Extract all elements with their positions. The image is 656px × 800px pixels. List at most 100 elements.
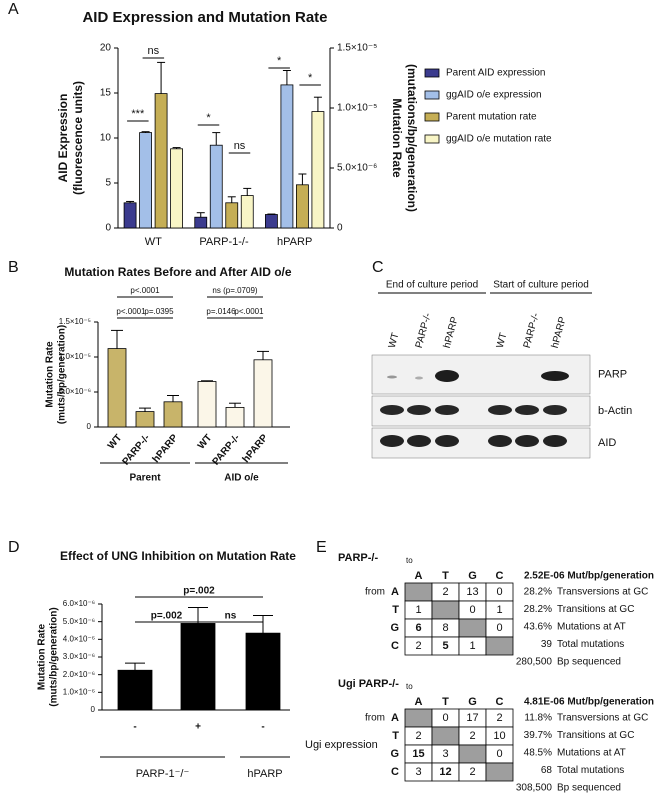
stat-label: Bp sequenced [557, 657, 621, 668]
x-tick-label: PARP-/- [210, 433, 242, 468]
significance-label: p<.0001 [130, 286, 160, 295]
legend-label: ggAID o/e mutation rate [446, 134, 552, 145]
blot-band [435, 435, 459, 447]
row-header: G [390, 622, 399, 634]
blot-band [415, 376, 423, 380]
table-cell [485, 636, 514, 656]
blot-band [407, 405, 431, 415]
table-to: to [406, 682, 413, 691]
stat-value: 43.6% [524, 622, 552, 633]
table-cell [431, 726, 460, 746]
x-tick-label: hPARP [241, 432, 271, 465]
bar [170, 148, 183, 229]
bar [311, 111, 325, 229]
bar [225, 406, 245, 428]
cell-value: 1 [469, 640, 475, 652]
x-axis-label: Ugi expression [305, 739, 378, 751]
column-header: A [415, 696, 423, 708]
chart-title: AID Expression and Mutation Rate [82, 9, 327, 26]
cell-value: 2 [442, 586, 448, 598]
stat-label: Transitions at GC [557, 604, 634, 615]
lane-label: PARP-/- [414, 312, 434, 350]
y-axis-label: (fluorescence units) [71, 81, 85, 195]
stat-value: 11.8% [524, 713, 552, 724]
cell-value: 5 [442, 640, 448, 652]
blot-row-label: b-Actin [598, 405, 632, 417]
table-cell [485, 762, 514, 782]
stat-label: Transitions at GC [557, 730, 634, 741]
cell-value: 2 [469, 766, 475, 778]
bar [107, 348, 127, 428]
y2-axis-label: (mutations/bp/generation) [405, 64, 419, 212]
group-label: PARP-1⁻/⁻ [136, 768, 190, 780]
group-label: hPARP [247, 768, 282, 780]
y-tick-label: 0 [105, 223, 111, 234]
lane-label: hPARP [442, 315, 461, 349]
blot-band [435, 405, 459, 415]
legend-swatch [424, 68, 440, 78]
blot-band [543, 435, 567, 447]
bar [163, 401, 183, 428]
stat-value: 39.7% [524, 730, 552, 741]
stat-label: Mutations at AT [557, 748, 626, 759]
column-header: A [415, 570, 423, 582]
table-cell [458, 618, 487, 638]
significance-label: *** [131, 108, 145, 120]
bar [296, 184, 309, 229]
bar [154, 93, 168, 229]
blot-header: Start of culture period [493, 280, 589, 291]
stat-value: 28.2% [524, 587, 552, 598]
table-from: from [365, 587, 385, 598]
panel-label: B [8, 259, 19, 276]
legend-label: Parent mutation rate [446, 112, 537, 123]
row-header: T [392, 604, 399, 616]
bar [245, 632, 281, 711]
bar [240, 195, 254, 229]
y-tick-label: 0 [91, 705, 96, 714]
table-cell [458, 744, 487, 764]
cell-value: 13 [466, 586, 478, 598]
legend-label: ggAID o/e expression [446, 90, 542, 101]
column-header: C [496, 570, 504, 582]
bar [265, 214, 278, 229]
x-tick-label: WT [196, 433, 214, 452]
chart-title: Effect of UNG Inhibition on Mutation Rat… [60, 549, 296, 563]
lane-label: WT [387, 332, 402, 350]
cell-value: 1 [415, 604, 421, 616]
stat-value: 308,500 [516, 783, 553, 794]
cell-value: 1 [496, 604, 502, 616]
significance-label: p=.0146 [206, 307, 236, 316]
column-header: T [442, 696, 449, 708]
bar [225, 202, 239, 229]
y-tick-label: 5.0×10⁻⁶ [59, 387, 91, 396]
y-tick-label: 6.0×10⁻⁶ [63, 599, 95, 608]
blot-band [488, 405, 512, 415]
x-tick-label: WT [145, 236, 162, 248]
blot-band [387, 375, 397, 379]
x-tick-label: WT [106, 433, 124, 452]
legend-swatch [424, 134, 440, 144]
mutation-rate: 2.52E-06 Mut/bp/generation [524, 571, 654, 582]
blot-band [435, 370, 459, 382]
x-tick-label: hPARP [151, 432, 181, 465]
cell-value: 0 [496, 622, 502, 634]
y-tick-label: 20 [100, 43, 112, 54]
bar [280, 84, 294, 229]
panel-label: E [316, 539, 327, 556]
y-axis-label: (muts/bp/generation) [57, 325, 68, 424]
bar [117, 669, 153, 711]
row-header: G [390, 748, 399, 760]
y-tick-label: 1.5×10⁻⁵ [59, 317, 91, 326]
significance-label: p=.002 [151, 611, 183, 622]
significance-label: p<.0001 [234, 307, 264, 316]
cell-value: 12 [439, 766, 451, 778]
y-axis-label: (muts/bp/generation) [49, 607, 60, 706]
bar [253, 359, 273, 428]
panel-label: A [8, 1, 19, 18]
significance-label: * [206, 112, 211, 124]
significance-label: ns [148, 45, 160, 57]
bar [180, 623, 216, 711]
x-tick-label: hPARP [277, 236, 312, 248]
cell-value: 2 [496, 712, 502, 724]
